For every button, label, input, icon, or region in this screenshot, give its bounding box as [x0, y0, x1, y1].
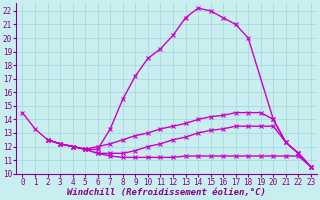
- X-axis label: Windchill (Refroidissement éolien,°C): Windchill (Refroidissement éolien,°C): [67, 188, 266, 197]
